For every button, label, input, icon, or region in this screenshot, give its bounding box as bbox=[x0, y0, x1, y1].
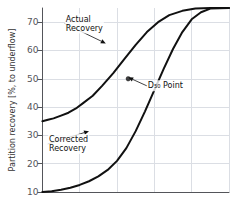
svg-text:70: 70 bbox=[27, 17, 39, 27]
svg-text:Corrected: Corrected bbox=[49, 135, 88, 144]
svg-text:D₅₀ Point: D₅₀ Point bbox=[148, 81, 183, 90]
svg-text:Recovery: Recovery bbox=[66, 24, 103, 33]
svg-text:50: 50 bbox=[27, 74, 39, 84]
svg-text:30: 30 bbox=[27, 130, 39, 140]
svg-text:60: 60 bbox=[27, 45, 39, 55]
svg-text:20: 20 bbox=[27, 159, 39, 169]
svg-text:Recovery: Recovery bbox=[49, 144, 86, 153]
svg-text:10: 10 bbox=[27, 187, 39, 197]
svg-text:40: 40 bbox=[27, 102, 39, 112]
svg-text:Actual: Actual bbox=[66, 15, 91, 24]
svg-text:Partition recovery [%, to unde: Partition recovery [%, to underflow] bbox=[8, 29, 17, 172]
